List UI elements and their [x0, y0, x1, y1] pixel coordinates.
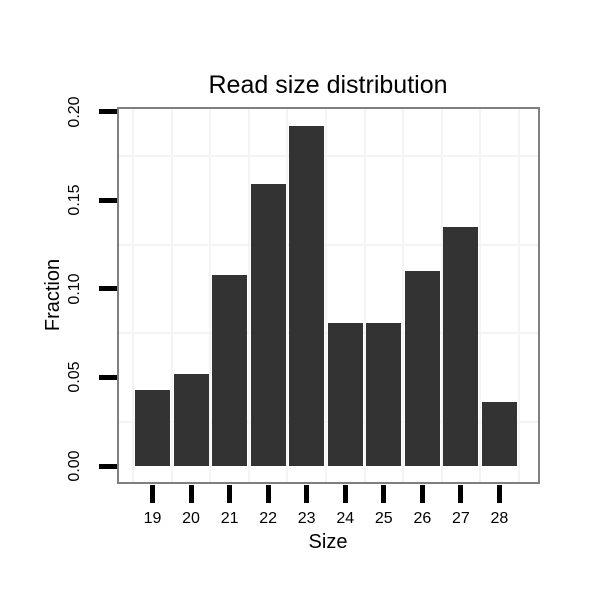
y-axis-tick: [99, 374, 117, 380]
gridline-vertical: [132, 109, 135, 482]
x-tick-label: 27: [451, 510, 470, 527]
minor-gridline-horizontal: [119, 155, 538, 158]
bar-size-19: [135, 389, 170, 466]
x-tick-label: 23: [297, 510, 316, 527]
y-axis-title: Fraction: [42, 258, 64, 332]
x-axis-tick: [342, 485, 348, 503]
bar-size-22: [250, 184, 286, 466]
bar-size-23: [289, 125, 325, 466]
chart-title: Read size distribution: [208, 71, 448, 99]
x-axis-tick: [304, 485, 310, 503]
x-axis-tick: [188, 485, 194, 503]
x-axis-title: Size: [308, 531, 348, 553]
y-axis-tick: [99, 109, 117, 115]
gridline-vertical: [247, 109, 250, 482]
x-axis-tick: [381, 485, 387, 503]
x-tick-label: 24: [336, 510, 355, 527]
y-tick-label: 0.15: [66, 184, 83, 216]
bar-size-28: [481, 402, 517, 466]
x-tick-label: 20: [182, 510, 200, 527]
gridline-vertical: [209, 109, 212, 482]
x-tick-label: 21: [220, 510, 239, 527]
gridline-vertical: [517, 109, 520, 482]
x-tick-label: 22: [259, 510, 278, 527]
y-tick-label: 0.10: [66, 273, 83, 305]
x-tick-label: 19: [143, 510, 162, 527]
bar-size-24: [327, 322, 363, 466]
y-tick-label: 0.05: [66, 361, 83, 394]
y-axis-tick: [99, 463, 117, 469]
gridline-vertical: [324, 109, 327, 482]
bar-size-25: [366, 322, 402, 466]
x-axis-tick: [265, 485, 271, 503]
bar-size-21: [212, 274, 248, 466]
minor-gridline-horizontal: [119, 243, 538, 246]
gridline-vertical: [170, 109, 173, 482]
x-tick-label: 28: [490, 510, 509, 527]
x-tick-label: 26: [413, 510, 432, 527]
bar-size-26: [404, 271, 440, 466]
gridline-vertical: [363, 109, 366, 482]
y-tick-label: 0.20: [66, 96, 83, 128]
gridline-vertical: [402, 109, 405, 482]
gridline-vertical: [440, 109, 443, 482]
x-axis-tick: [458, 485, 464, 503]
gridline-vertical: [286, 109, 289, 482]
x-axis-tick: [227, 485, 233, 503]
y-axis-tick: [99, 286, 117, 292]
x-tick-label: 25: [374, 510, 393, 527]
x-axis-tick: [496, 485, 502, 503]
bar-size-27: [443, 226, 479, 466]
x-axis-tick: [419, 485, 425, 503]
x-axis-tick: [150, 485, 155, 503]
gridline-vertical: [479, 109, 482, 482]
y-axis-tick: [99, 197, 117, 203]
bar-size-20: [173, 373, 209, 466]
y-tick-label: 0.00: [66, 450, 83, 482]
